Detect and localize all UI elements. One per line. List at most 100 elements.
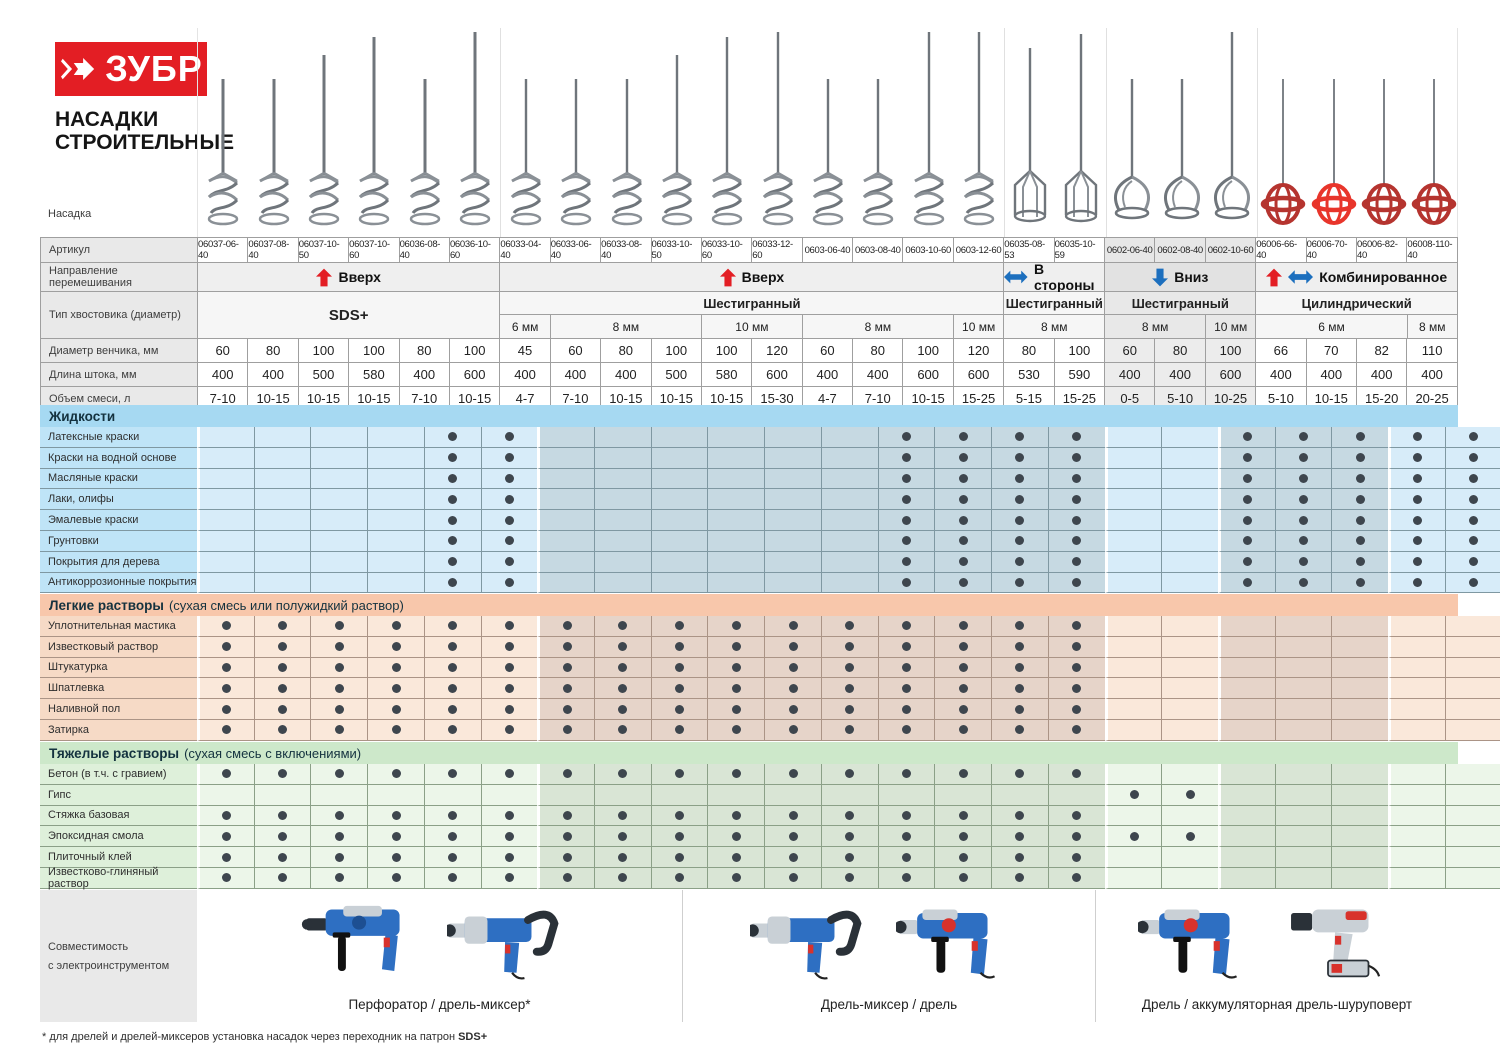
matrix-cell <box>594 847 651 868</box>
mixer-column <box>500 28 551 237</box>
compatibility-dot <box>504 873 514 883</box>
spec-value-cell: 110 <box>1407 339 1458 362</box>
spec-value-cell: 120 <box>752 339 803 362</box>
matrix-row: Латексные краски <box>40 427 1500 448</box>
shank-type-cell: SDS+ <box>198 292 501 338</box>
matrix-cell <box>1217 489 1275 511</box>
matrix-cell <box>537 784 595 806</box>
matrix-cell <box>820 657 878 679</box>
compatibility-dot <box>618 769 628 779</box>
matrix-cell <box>1161 447 1218 469</box>
matrix-cell <box>991 678 1048 700</box>
shank-row-label: Тип хвостовика (диаметр) <box>41 292 198 338</box>
compatibility-dot <box>1015 852 1025 862</box>
tool-compatibility-label-line2: с электроинструментом <box>48 959 170 972</box>
matrix-cell <box>934 510 992 531</box>
matrix-cell <box>1104 699 1162 720</box>
compatibility-dot <box>504 621 514 631</box>
matrix-row: Уплотнительная мастика <box>40 616 1500 637</box>
compatibility-dot <box>958 557 968 567</box>
matrix-cell <box>1047 764 1105 785</box>
spec-value-cell: 5-10 <box>1256 387 1307 410</box>
matrix-row-label: Бетон (в т.ч. с гравием) <box>40 764 197 785</box>
compatibility-dot <box>1469 494 1479 504</box>
shank-type-cell: Шестигранный <box>500 292 1005 315</box>
matrix-cell <box>1217 468 1275 490</box>
compatibility-dot <box>448 810 458 820</box>
page-title-line2: СТРОИТЕЛЬНЫЕ <box>55 130 235 154</box>
compatibility-dot <box>278 831 288 841</box>
shank-group: Цилиндрический 6 мм 8 мм <box>1256 292 1458 338</box>
matrix-cell <box>877 530 935 552</box>
matrix-cell <box>707 826 765 848</box>
compatibility-dot <box>1015 473 1025 483</box>
matrix-cell <box>877 636 935 658</box>
compatibility-dot <box>278 873 288 883</box>
matrix-cell <box>1217 616 1275 637</box>
compatibility-dot <box>1015 536 1025 546</box>
compatibility-dot <box>788 810 798 820</box>
matrix-cell <box>707 510 765 531</box>
matrix-cell <box>1331 678 1389 700</box>
matrix-cell <box>650 572 708 594</box>
matrix-cell <box>1217 530 1275 552</box>
compatibility-dot <box>1072 494 1082 504</box>
matrix-cell <box>1217 427 1275 448</box>
compatibility-dot <box>1299 494 1309 504</box>
matrix-cell <box>1388 530 1445 552</box>
compatibility-dot <box>1072 577 1082 587</box>
diameter-row-cells: 60 80 100 100 80 100 45 60 80 100 100 120 60 80 100 120… <box>198 339 1458 362</box>
compatibility-dot <box>1015 831 1025 841</box>
direction-text: Вниз <box>1174 269 1209 285</box>
compatibility-dot <box>675 725 685 735</box>
arrow-left-right-icon <box>1288 270 1314 284</box>
matrix-cell <box>310 447 368 469</box>
shank-size-cell: 6 мм <box>500 315 551 338</box>
matrix-cell <box>877 468 935 490</box>
compatibility-dot <box>901 557 911 567</box>
spec-value-cell: 100 <box>449 339 501 362</box>
matrix-cell <box>594 616 651 637</box>
matrix-cell <box>991 447 1048 469</box>
matrix-cell <box>1444 447 1500 469</box>
matrix-cell <box>1444 468 1500 490</box>
section-subtitle: (сухая смесь или полужидкий раствор) <box>168 597 404 613</box>
matrix-cell <box>1104 530 1162 552</box>
compatibility-dot <box>562 683 572 693</box>
matrix-cell <box>991 572 1048 594</box>
spec-value-cell: 10-15 <box>903 387 954 410</box>
matrix-cell <box>423 489 481 511</box>
compatibility-dot <box>731 769 741 779</box>
matrix-cell <box>934 719 992 741</box>
spec-value-cell: 580 <box>701 363 753 386</box>
matrix-cell <box>1104 427 1162 448</box>
compatibility-dot <box>788 704 798 714</box>
matrix-cell <box>197 489 254 511</box>
matrix-cell <box>764 784 821 806</box>
mixer-column <box>349 28 399 237</box>
compatibility-dot <box>1015 621 1025 631</box>
matrix-cell <box>1161 530 1218 552</box>
matrix-cell <box>480 489 538 511</box>
footnote: * для дрелей и дрелей-миксеров установка… <box>42 1031 487 1043</box>
matrix-cell <box>1104 551 1162 573</box>
mixer-column <box>803 28 853 237</box>
compatibility-dot <box>1355 577 1365 587</box>
matrix-cell <box>480 572 538 594</box>
matrix-cell <box>1047 657 1105 679</box>
length-row-cells: 400 400 500 580 400 600 400 400 400 500 580 600 400 4… <box>198 363 1458 386</box>
matrix-cell <box>707 847 765 868</box>
matrix-cell <box>1444 510 1500 531</box>
matrix-cell <box>1104 867 1162 889</box>
matrix-cell <box>423 678 481 700</box>
spec-value-cell: 80 <box>1004 339 1055 362</box>
compatibility-dot <box>504 683 514 693</box>
compatibility-dot <box>1355 473 1365 483</box>
matrix-cell <box>594 468 651 490</box>
matrix-cell <box>707 805 765 827</box>
matrix-cell <box>197 572 254 594</box>
matrix-cell <box>423 572 481 594</box>
compatibility-dot <box>1129 790 1139 800</box>
matrix-cell <box>1388 510 1445 531</box>
article-cell: 0603-12-60 <box>953 238 1005 262</box>
